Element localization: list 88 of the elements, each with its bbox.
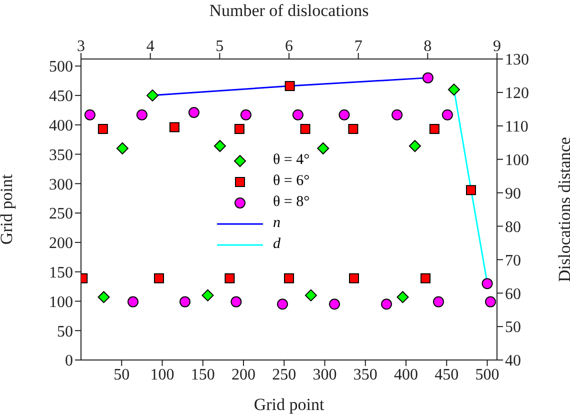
y-tick-label: 0 bbox=[65, 352, 73, 370]
point bbox=[433, 296, 444, 308]
point bbox=[277, 298, 288, 310]
y-tick-label: 300 bbox=[49, 176, 73, 194]
point bbox=[202, 289, 214, 302]
y-axis-title: Grid point bbox=[0, 174, 16, 245]
point bbox=[485, 296, 496, 308]
x2-tick-label: 5 bbox=[216, 38, 224, 55]
y-tick-label: 150 bbox=[49, 264, 73, 282]
x-tick-label: 50 bbox=[114, 366, 130, 384]
point bbox=[292, 109, 304, 120]
point bbox=[329, 298, 340, 310]
y2-tick-label: 130 bbox=[505, 52, 529, 69]
x2-axis-title: Number of dislocations bbox=[209, 1, 369, 20]
point bbox=[169, 122, 180, 132]
point bbox=[338, 109, 350, 120]
x2-tick-label: 9 bbox=[493, 38, 501, 55]
point bbox=[420, 273, 430, 284]
point bbox=[230, 296, 242, 308]
x2-tick-label: 4 bbox=[146, 38, 154, 55]
x2-tick-label: 3 bbox=[77, 38, 85, 55]
point bbox=[214, 140, 226, 152]
y2-axis-title: Dislocations distance bbox=[555, 137, 570, 282]
point bbox=[348, 124, 358, 134]
legend-label: θ = 8° bbox=[273, 194, 310, 211]
x-tick-label: 200 bbox=[232, 366, 256, 384]
y-tick-label: 250 bbox=[49, 206, 73, 223]
point bbox=[304, 289, 317, 302]
x-axis-title: Grid point bbox=[254, 395, 324, 414]
y2-tick-label: 50 bbox=[505, 319, 521, 336]
x2-tick-label: 8 bbox=[424, 38, 432, 55]
y-tick-label: 100 bbox=[49, 294, 73, 311]
point bbox=[396, 291, 409, 304]
point bbox=[429, 124, 440, 134]
point bbox=[422, 72, 434, 84]
point bbox=[284, 273, 294, 284]
y-tick-label: 200 bbox=[49, 235, 73, 252]
point bbox=[116, 142, 128, 154]
x-tick-label: 150 bbox=[190, 366, 215, 384]
y2-tick-label: 90 bbox=[505, 185, 521, 202]
point bbox=[154, 273, 164, 284]
y2-tick-label: 110 bbox=[505, 118, 528, 136]
point bbox=[188, 107, 200, 118]
point bbox=[180, 296, 190, 308]
point bbox=[392, 109, 403, 120]
y2-tick-label: 120 bbox=[505, 85, 529, 102]
legend-label: d bbox=[273, 236, 280, 253]
point bbox=[466, 185, 476, 196]
x-tick-label: 350 bbox=[353, 366, 378, 384]
y2-tick-label: 100 bbox=[505, 152, 529, 170]
y-tick-label: 350 bbox=[49, 146, 73, 164]
y-tick-label: 450 bbox=[49, 88, 73, 106]
x-tick-label: 500 bbox=[475, 366, 500, 384]
point bbox=[408, 140, 421, 152]
point bbox=[224, 273, 235, 284]
y-tick-label: 50 bbox=[57, 323, 73, 340]
point bbox=[234, 124, 244, 134]
point bbox=[349, 273, 359, 284]
x-tick-label: 100 bbox=[150, 366, 174, 384]
y-tick-label: 500 bbox=[49, 58, 73, 76]
y2-tick-label: 80 bbox=[505, 218, 521, 236]
point bbox=[381, 298, 392, 310]
point bbox=[84, 109, 96, 120]
point bbox=[448, 84, 460, 96]
y2-tick-label: 70 bbox=[505, 252, 521, 270]
point bbox=[300, 124, 310, 134]
point bbox=[284, 81, 295, 92]
point bbox=[98, 124, 108, 134]
x-tick-label: 250 bbox=[272, 366, 296, 384]
point bbox=[442, 109, 453, 120]
x-tick-label: 300 bbox=[312, 366, 337, 384]
point bbox=[317, 142, 330, 154]
y2-tick-label: 40 bbox=[505, 352, 521, 370]
point bbox=[136, 109, 148, 120]
legend-label: θ = 6° bbox=[273, 173, 310, 190]
x-tick-label: 450 bbox=[434, 366, 459, 384]
y-tick-label: 400 bbox=[49, 118, 73, 135]
point bbox=[146, 89, 158, 102]
y2-tick-label: 60 bbox=[505, 286, 521, 303]
x2-tick-label: 7 bbox=[354, 38, 362, 55]
point bbox=[128, 296, 138, 308]
point bbox=[482, 278, 493, 290]
legend-label: θ = 4° bbox=[273, 152, 310, 169]
x-tick-label: 400 bbox=[394, 366, 418, 384]
point bbox=[98, 291, 110, 304]
legend-label: n bbox=[273, 215, 280, 232]
point bbox=[240, 109, 252, 120]
x2-tick-label: 6 bbox=[285, 38, 293, 55]
